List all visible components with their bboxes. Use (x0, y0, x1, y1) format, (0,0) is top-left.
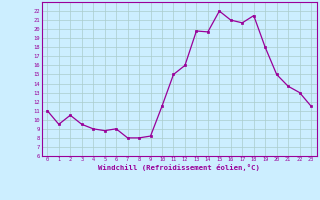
X-axis label: Windchill (Refroidissement éolien,°C): Windchill (Refroidissement éolien,°C) (98, 164, 260, 171)
